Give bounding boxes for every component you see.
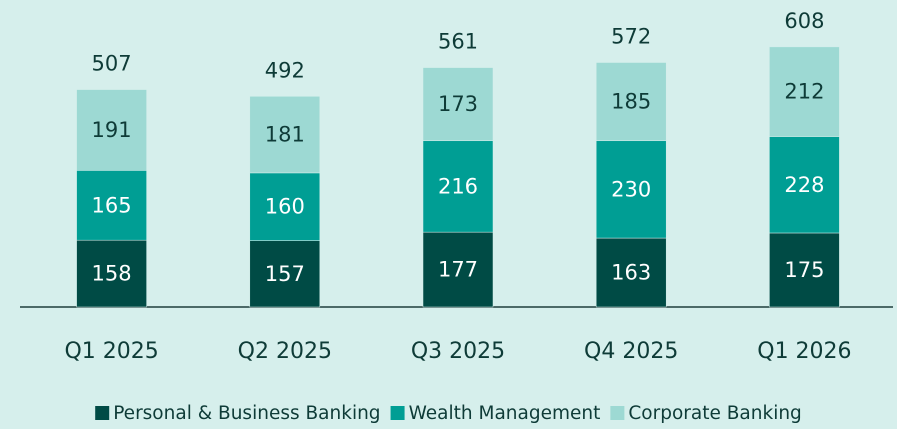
- data-label: 185: [611, 90, 651, 114]
- total-label: 608: [784, 9, 824, 33]
- data-label: 181: [265, 123, 305, 147]
- bar-segment: [76, 239, 147, 308]
- bar-segment: [595, 140, 667, 239]
- data-label: 160: [265, 195, 305, 219]
- bar-segment: [422, 67, 494, 142]
- legend-label: Corporate Banking: [628, 403, 801, 424]
- data-label: 158: [92, 262, 132, 286]
- data-label: 230: [611, 177, 651, 201]
- bar-segment: [769, 46, 840, 137]
- bar-segment: [769, 136, 840, 234]
- bar-segment: [76, 89, 147, 171]
- legend-swatch: [610, 406, 625, 420]
- data-label: 228: [784, 173, 824, 197]
- x-tick-label: Q1 2026: [757, 339, 851, 364]
- bar-segment: [595, 62, 667, 142]
- data-label: 163: [611, 261, 651, 285]
- bar-segment: [422, 231, 494, 308]
- data-label: 157: [265, 262, 305, 286]
- data-label: 216: [438, 174, 478, 198]
- total-label: 572: [611, 25, 651, 49]
- data-label: 212: [784, 80, 824, 104]
- x-tick-label: Q2 2025: [238, 339, 332, 364]
- x-tick-label: Q1 2025: [64, 339, 158, 364]
- bar-segment: [249, 240, 321, 308]
- bar-segment: [249, 96, 321, 174]
- bar-segment: [769, 232, 840, 308]
- x-tick-label: Q3 2025: [411, 339, 505, 364]
- bar-segment: [249, 172, 321, 241]
- data-label: 173: [438, 92, 478, 116]
- total-label: 561: [438, 30, 478, 54]
- total-label: 507: [92, 52, 132, 76]
- total-label: 492: [265, 58, 305, 82]
- data-label: 177: [438, 258, 478, 282]
- data-label: 175: [784, 258, 824, 282]
- bar-segment: [422, 140, 494, 233]
- legend-label: Personal & Business Banking: [113, 403, 380, 424]
- data-label: 191: [92, 118, 132, 142]
- bar-segment: [76, 170, 147, 241]
- legend-swatch: [390, 406, 405, 420]
- x-tick-label: Q4 2025: [584, 339, 678, 364]
- legend-swatch: [95, 406, 110, 420]
- data-label: 165: [92, 193, 132, 217]
- legend-label: Wealth Management: [409, 403, 601, 424]
